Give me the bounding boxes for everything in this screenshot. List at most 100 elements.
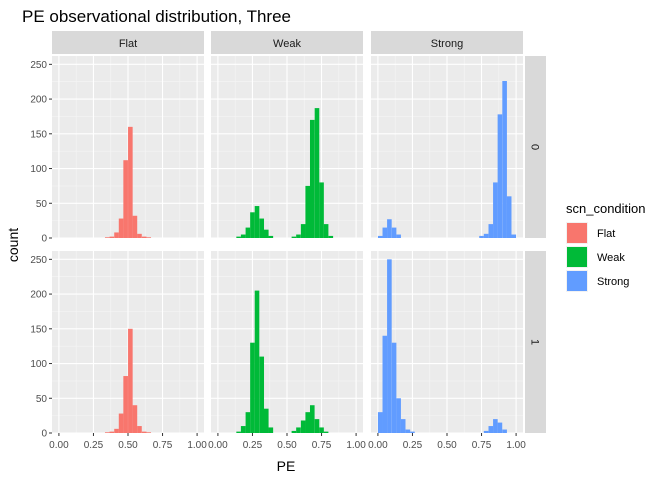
histogram-bar xyxy=(506,196,512,238)
facet-strip-weak xyxy=(211,31,363,54)
histogram-bar xyxy=(259,356,265,433)
histogram-bar xyxy=(319,427,324,433)
legend-title: scn_condition xyxy=(566,201,646,216)
histogram-bar xyxy=(245,227,251,238)
histogram-bar xyxy=(118,413,124,433)
histogram-bar xyxy=(268,427,274,433)
x-tick-label: 1.00 xyxy=(346,440,366,451)
histogram-bar xyxy=(291,430,297,433)
histogram-bar xyxy=(323,224,329,238)
y-tick-label: 150 xyxy=(30,129,47,140)
histogram-bar xyxy=(382,227,388,238)
histogram-bar xyxy=(382,335,388,433)
facet-label-weak: Weak xyxy=(273,38,301,50)
plot-area: Flat Weak Strong 0 1 0 50 100 150 200 250 0 50 100 150… xyxy=(30,31,546,451)
histogram-bar xyxy=(268,235,274,238)
legend-swatch-strong xyxy=(567,271,587,291)
x-axis-title: PE xyxy=(277,458,296,474)
histogram-bar xyxy=(132,215,138,238)
histogram-bar xyxy=(300,224,306,238)
histogram-bar xyxy=(488,426,494,433)
histogram-bar xyxy=(146,237,152,238)
histogram-bar xyxy=(511,234,517,238)
histogram-bar xyxy=(109,236,115,238)
histogram-bar xyxy=(263,229,269,238)
histogram-bar xyxy=(118,218,124,238)
x-tick-label: 0.75 xyxy=(312,440,332,451)
histogram-bar xyxy=(309,119,315,238)
y-tick-label: 200 xyxy=(30,95,47,106)
facet-strip-row-1 xyxy=(525,251,546,433)
y-tick-label: 50 xyxy=(36,394,48,405)
histogram-bar xyxy=(240,234,246,238)
histogram-bar xyxy=(291,236,297,238)
histogram-bar xyxy=(400,419,406,433)
histogram-bar xyxy=(479,235,484,238)
y-tick-label: 50 xyxy=(36,199,48,210)
histogram-bar xyxy=(296,234,301,238)
histogram-bar xyxy=(240,426,246,433)
x-tick-label: 0.75 xyxy=(472,440,492,451)
histogram-bar xyxy=(254,206,260,238)
x-tick-label: 0.50 xyxy=(277,440,297,451)
histogram-bar xyxy=(305,412,311,433)
x-tick-label: 0.50 xyxy=(118,440,138,451)
histogram-bar xyxy=(141,236,147,238)
histogram-bar xyxy=(387,259,392,433)
y-tick-label: 250 xyxy=(30,60,47,71)
y-axis-title: count xyxy=(5,228,21,262)
y-tick-label: 150 xyxy=(30,324,47,335)
histogram-bar xyxy=(497,422,503,433)
histogram-bar xyxy=(104,432,110,433)
x-tick-label: 0.25 xyxy=(403,440,423,451)
histogram-bar xyxy=(259,218,265,238)
histogram-bar xyxy=(114,232,119,238)
x-tick-label: 0.25 xyxy=(84,440,104,451)
x-tick-label: 0.50 xyxy=(437,440,457,451)
histogram-bar xyxy=(391,342,397,433)
legend: scn_condition Flat Weak Strong xyxy=(566,201,646,292)
facet-strip-row-0 xyxy=(525,56,546,238)
x-tick-label: 1.00 xyxy=(506,440,526,451)
histogram-bar xyxy=(405,429,411,433)
histogram-bar xyxy=(123,160,128,238)
histogram-bar xyxy=(109,431,115,433)
histogram-bar xyxy=(314,108,320,238)
histogram-bar xyxy=(493,182,498,238)
x-tick-label: 0.25 xyxy=(243,440,263,451)
histogram-bar xyxy=(483,430,489,433)
histogram-bar xyxy=(314,419,320,433)
histogram-bar xyxy=(123,376,128,433)
facet-strip-flat xyxy=(52,31,204,54)
facet-strip-strong xyxy=(371,31,523,54)
histogram-bar xyxy=(245,412,251,433)
legend-swatch-weak xyxy=(567,247,587,267)
histogram-bar xyxy=(377,412,383,433)
histogram-bar xyxy=(300,420,306,433)
histogram-bar xyxy=(141,431,147,433)
histogram-bar xyxy=(236,236,241,238)
histogram-bar xyxy=(410,431,415,433)
histogram-bar xyxy=(254,290,260,433)
histogram-bar xyxy=(488,224,494,238)
x-tick-label: 0.00 xyxy=(208,440,228,451)
histogram-bar xyxy=(146,432,152,433)
histogram-bar xyxy=(250,212,255,238)
histogram-bar xyxy=(104,237,110,238)
facet-label-row-1: 1 xyxy=(529,339,541,345)
x-tick-label: 0.00 xyxy=(49,440,69,451)
histogram-bar xyxy=(493,419,498,433)
histogram-bar xyxy=(323,431,329,433)
histogram-bar xyxy=(137,233,142,238)
legend-swatch-flat xyxy=(567,223,587,243)
histogram-bar xyxy=(483,233,489,238)
chart-title: PE observational distribution, Three xyxy=(22,7,291,26)
legend-label-weak: Weak xyxy=(597,252,625,264)
histogram-bar xyxy=(502,429,507,433)
legend-label-strong: Strong xyxy=(597,276,629,288)
x-tick-label: 0.75 xyxy=(153,440,173,451)
histogram-bar xyxy=(391,227,397,238)
histogram-bar xyxy=(236,431,241,433)
histogram-bar xyxy=(128,328,133,433)
